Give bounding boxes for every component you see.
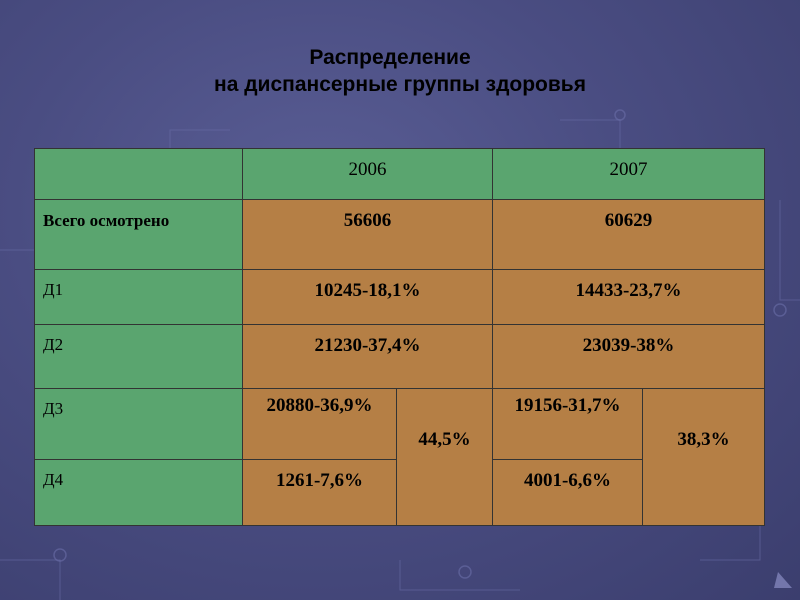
table-row: Д1 10245-18,1% 14433-23,7% [34,269,765,325]
row-label-d3: Д3 [34,388,243,460]
slide-title: Распределение на диспансерные группы здо… [0,44,800,98]
row-label-d4: Д4 [34,459,243,526]
d1-2007: 14433-23,7% [492,269,765,325]
d2-2006: 21230-37,4% [242,324,493,389]
d3-d4-2006-combined: 44,5% [396,388,493,526]
header-2006: 2006 [242,148,493,200]
d4-2006: 1261-7,6% [242,459,397,526]
table-header-row: 2006 2007 [34,148,765,200]
header-2007: 2007 [492,148,765,200]
total-2006: 56606 [242,199,493,270]
row-label-d1: Д1 [34,269,243,325]
total-2007: 60629 [492,199,765,270]
table-row: Д4 1261-7,6% 4001-6,6% [34,459,765,526]
title-line-2: на диспансерные группы здоровья [214,73,586,96]
row-label-total: Всего осмотрено [34,199,243,270]
table-row: Всего осмотрено 56606 60629 [34,199,765,270]
header-empty-cell [34,148,243,200]
d2-2007: 23039-38% [492,324,765,389]
d3-2006: 20880-36,9% [242,388,397,460]
title-line-1: Распределение [309,46,471,69]
corner-arrow-icon [774,572,792,588]
table-row: Д2 21230-37,4% 23039-38% [34,324,765,389]
d3-2007: 19156-31,7% [492,388,643,460]
d1-2006: 10245-18,1% [242,269,493,325]
table-row: Д3 20880-36,9% 44,5% 19156-31,7% 38,3% [34,388,765,526]
d3-d4-2007-combined: 38,3% [642,388,765,526]
row-label-d2: Д2 [34,324,243,389]
health-groups-table: 2006 2007 Всего осмотрено 56606 60629 Д1… [34,148,765,526]
d4-2007: 4001-6,6% [492,459,643,526]
